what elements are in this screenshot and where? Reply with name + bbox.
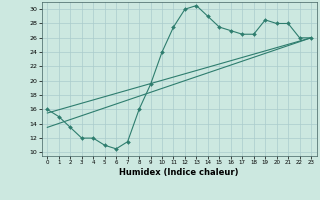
X-axis label: Humidex (Indice chaleur): Humidex (Indice chaleur) [119, 168, 239, 177]
